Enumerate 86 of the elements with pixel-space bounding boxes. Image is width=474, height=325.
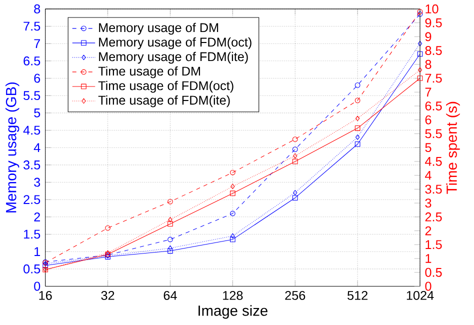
y2-tick-label: 9.5 [425, 18, 442, 28]
y-tick-label: 1 [34, 247, 40, 256]
y2-tick-label: 1 [426, 254, 432, 263]
legend-label: Time usage of FDM(ite) [98, 95, 230, 108]
y-tick-label: 2 [34, 212, 40, 222]
point [230, 233, 235, 239]
x-tick-label: 128 [223, 290, 243, 300]
point [292, 158, 298, 164]
legend-label: Memory usage of DM [99, 22, 218, 35]
point [355, 116, 360, 122]
point [168, 245, 172, 251]
y2-tick-label: 3.5 [425, 184, 442, 194]
point [230, 190, 236, 196]
point [292, 146, 298, 152]
x-tick-label: 32 [101, 290, 114, 300]
x-tick-label: 16 [39, 290, 52, 300]
point [168, 217, 172, 222]
point [168, 199, 173, 204]
y2-tick-label: 4 [425, 170, 432, 180]
y2-tick-label: 5.5 [425, 129, 442, 138]
y2-tick-label: 7.5 [425, 74, 442, 83]
x-tick-label: 256 [285, 290, 306, 300]
point [417, 11, 423, 17]
y-axis-title: Memory usage (GB) [6, 82, 20, 212]
y-tick-label: 1.5 [24, 230, 40, 239]
legend-label: Memory usage of FDM(ite) [99, 52, 248, 64]
y-tick-label: 8 [34, 4, 40, 14]
y2-tick-label: 10 [426, 4, 438, 14]
point [418, 67, 422, 73]
y2-tick-label: 8 [425, 60, 432, 69]
point [354, 126, 360, 131]
point [417, 51, 423, 57]
point [168, 221, 173, 227]
y2-tick-label: 7 [425, 88, 432, 97]
point [230, 170, 236, 176]
y2-tick-label: 1.5 [426, 240, 442, 250]
legend-label: Time usage of DM [98, 66, 200, 78]
point [292, 195, 298, 201]
y2-axis-title: Time spent (s) [446, 102, 460, 194]
point [230, 236, 236, 242]
y-tick-label: 2.5 [24, 195, 40, 204]
y-tick-label: 0.5 [24, 264, 40, 274]
y-tick-label: 3 [34, 178, 40, 187]
point [418, 40, 422, 46]
point [42, 262, 48, 268]
legend-label: Memory usage of FDM(oct) [99, 37, 252, 50]
point [168, 248, 173, 254]
y2-tick-label: 0 [425, 282, 432, 291]
point [417, 76, 423, 81]
y-tick-label: 6 [34, 74, 40, 83]
x-tick-label: 1024 [406, 290, 434, 300]
point [105, 225, 110, 231]
point [292, 136, 298, 142]
point [417, 9, 423, 14]
point [354, 82, 360, 88]
y-tick-label: 3.5 [24, 160, 40, 170]
y-tick-label: 7 [34, 39, 40, 48]
y2-tick-label: 6 [425, 115, 432, 124]
y-tick-label: 7.5 [24, 22, 40, 31]
point [354, 98, 360, 104]
point [293, 153, 298, 159]
y-tick-label: 0 [34, 282, 40, 291]
y-tick-label: 4.5 [23, 126, 40, 135]
x-tick-label: 64 [164, 290, 177, 300]
point [354, 141, 360, 147]
point [168, 236, 173, 242]
y-tick-label: 6.5 [24, 56, 40, 66]
point [230, 184, 235, 190]
point [293, 190, 298, 196]
y2-tick-label: 2.5 [425, 212, 442, 222]
y-tick-label: 5 [34, 108, 40, 118]
legend-label: Time usage of FDM(oct) [98, 80, 234, 93]
y2-tick-label: 6.5 [425, 102, 442, 111]
y2-tick-label: 0.5 [425, 268, 442, 277]
y-tick-label: 5.5 [24, 91, 40, 100]
y-tick-label: 4 [34, 143, 40, 152]
point [355, 134, 360, 140]
point [230, 210, 236, 216]
y2-tick-label: 9 [425, 32, 432, 42]
x-axis-title: Image size [198, 305, 268, 319]
y2-tick-label: 5 [425, 143, 432, 152]
y2-tick-label: 2 [425, 226, 432, 236]
x-tick-label: 512 [348, 290, 368, 300]
y2-tick-label: 8.5 [425, 46, 442, 56]
y2-tick-label: 4.5 [425, 157, 442, 166]
y2-tick-label: 3 [425, 198, 432, 208]
